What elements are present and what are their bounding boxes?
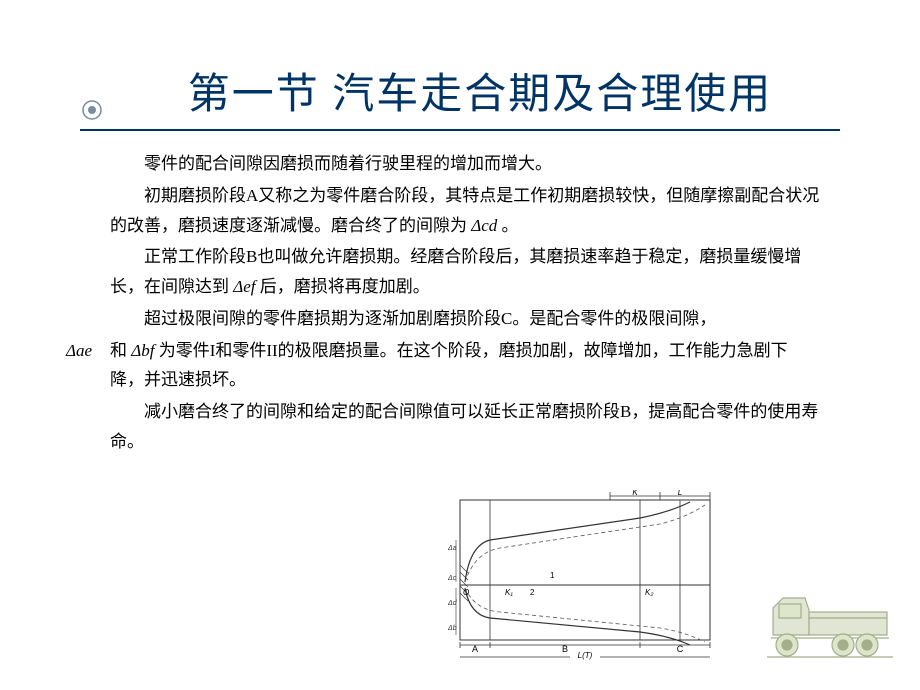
var-delta-ef: Δef — [233, 277, 255, 296]
p4-text-c: 为零件I和零件II的极限磨损量。在这个阶段，磨损加剧，故障增加，工作能力急剧下降… — [110, 341, 788, 390]
page-title: 第一节 汽车走合期及合理使用 — [110, 60, 850, 121]
p3-text-a: 正常工作阶段B也叫做允许磨损期。经磨合阶段后，其磨损速率趋于稳定，磨损量缓慢增长… — [110, 247, 801, 296]
paragraph-2: 初期磨损阶段A又称之为零件磨合阶段，其特点是工作初期磨损较快，但随摩擦副配合状况… — [110, 181, 820, 241]
var-delta-ae: Δae — [66, 336, 92, 366]
var-delta-cd: Δcd — [471, 216, 497, 235]
bullet-icon — [82, 100, 102, 120]
label-1: 1 — [550, 571, 555, 580]
paragraph-5: 减小磨合终了的间隙和给定的配合间隙值可以延长正常磨损阶段B，提高配合零件的使用寿… — [110, 397, 820, 457]
label-C: C — [677, 644, 684, 654]
paragraph-4-line2: Δae 和 Δbf 为零件I和零件II的极限磨损量。在这个阶段，磨损加剧，故障增… — [110, 336, 820, 396]
svg-text:Δa: Δa — [447, 545, 457, 552]
p2-text-b: 。 — [497, 216, 518, 235]
title-underline — [80, 129, 840, 131]
label-L: L — [678, 490, 682, 497]
p4-text-a: 超过极限间隙的零件磨损期为逐渐加剧磨损阶段C。是配合零件的极限间隙， — [144, 309, 716, 328]
slide-container: 第一节 汽车走合期及合理使用 零件的配合间隙因磨损而随着行驶里程的增加而增大。 … — [0, 0, 920, 690]
p4-text-b: 和 — [110, 341, 131, 360]
paragraph-1: 零件的配合间隙因磨损而随着行驶里程的增加而增大。 — [110, 149, 820, 179]
p3-text-b: 后，磨损将再度加剧。 — [256, 277, 430, 296]
truck-icon — [765, 580, 895, 665]
label-B: B — [562, 644, 568, 654]
content-body: 零件的配合间隙因磨损而随着行驶里程的增加而增大。 初期磨损阶段A又称之为零件磨合… — [70, 149, 850, 457]
svg-text:Δb: Δb — [447, 625, 457, 632]
label-2: 2 — [530, 588, 535, 597]
wear-curve-diagram: L K Δa Δc Δd Δb — [430, 490, 730, 660]
label-K: K — [632, 490, 638, 497]
var-delta-bf: Δbf — [131, 341, 154, 360]
label-LT: L(T) — [578, 651, 593, 660]
svg-text:Δc: Δc — [447, 575, 457, 582]
label-A: A — [472, 644, 478, 654]
label-K2: K₂ — [645, 588, 653, 597]
label-K1: K₁ — [505, 588, 513, 597]
paragraph-3: 正常工作阶段B也叫做允许磨损期。经磨合阶段后，其磨损速率趋于稳定，磨损量缓慢增长… — [110, 242, 820, 302]
paragraph-4-line1: 超过极限间隙的零件磨损期为逐渐加剧磨损阶段C。是配合零件的极限间隙， — [110, 304, 820, 334]
p2-text-a: 初期磨损阶段A又称之为零件磨合阶段，其特点是工作初期磨损较快，但随摩擦副配合状况… — [110, 186, 819, 235]
label-O: O — [463, 588, 469, 597]
